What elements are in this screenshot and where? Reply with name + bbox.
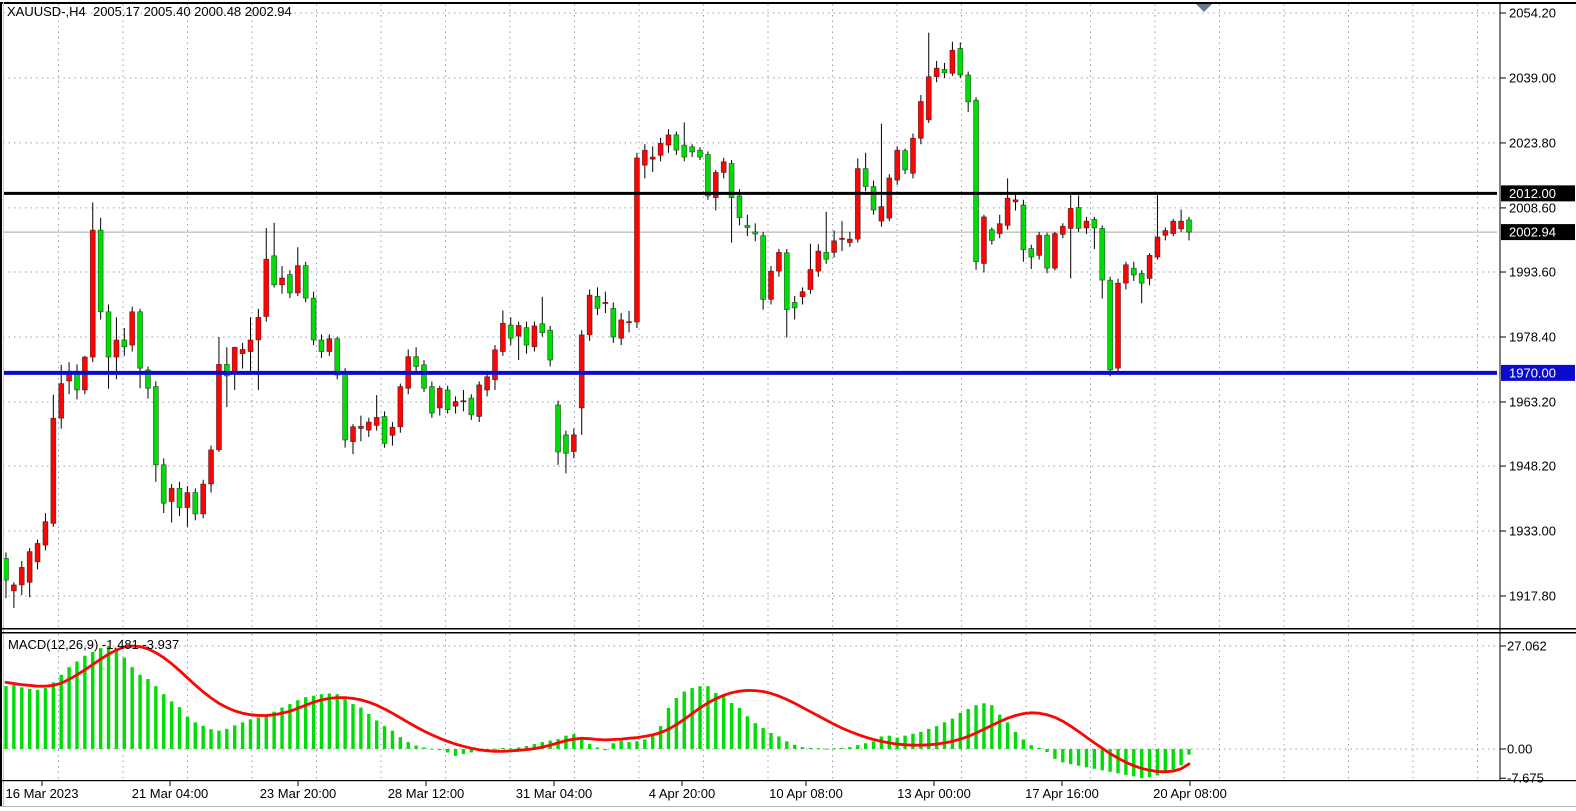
chart-shift-marker-icon	[1196, 4, 1212, 12]
grid-lines	[3, 4, 1497, 780]
price-tag-label: 2002.94	[1509, 225, 1556, 240]
macd-tick-label: 0.00	[1507, 742, 1532, 757]
candlesticks	[3, 32, 1192, 608]
macd-axis[interactable]: 27.062 0.00 -7.675	[1500, 638, 1547, 786]
time-tick-label: 31 Mar 04:00	[516, 786, 593, 801]
macd-histogram	[4, 646, 1191, 779]
price-axis[interactable]: 2054.20 2039.00 2023.80 2008.60 1993.60 1978.…	[1500, 6, 1575, 604]
price-tick-label: 1917.80	[1509, 589, 1556, 604]
time-tick-label: 28 Mar 12:00	[388, 786, 465, 801]
time-tick-label: 4 Apr 20:00	[649, 786, 716, 801]
price-tag	[1501, 364, 1575, 381]
macd-indicator-label: MACD(12,26,9) -1.481 -3.937	[8, 637, 180, 652]
price-tick-label: 1948.20	[1509, 459, 1556, 474]
price-tick-label: 1978.40	[1509, 329, 1556, 344]
price-tick-label: 2023.80	[1509, 135, 1556, 150]
price-tick-label: 2039.00	[1509, 70, 1556, 85]
time-tick-label: 10 Apr 08:00	[769, 786, 843, 801]
price-tag	[1501, 185, 1575, 202]
time-tick-label: 13 Apr 00:00	[897, 786, 971, 801]
price-tick-label: 2008.60	[1509, 200, 1556, 215]
time-tick-label: 16 Mar 2023	[6, 786, 79, 801]
time-tick-label: 20 Apr 08:00	[1153, 786, 1227, 801]
symbol-title: XAUUSD-,H4 2005.17 2005.40 2000.48 2002.…	[7, 4, 292, 19]
time-tick-label: 21 Mar 04:00	[132, 786, 209, 801]
macd-tick-label: -7.675	[1507, 771, 1544, 786]
time-tick-label: 23 Mar 20:00	[260, 786, 337, 801]
price-tag-label: 2012.00	[1509, 186, 1556, 201]
price-tick-label: 2054.20	[1509, 6, 1556, 21]
price-tag	[1501, 224, 1575, 241]
time-axis[interactable]: 16 Mar 2023 21 Mar 04:00 23 Mar 20:00 28 Ma…	[6, 780, 1227, 801]
price-tag-label: 1970.00	[1509, 365, 1556, 380]
price-tick-label: 1993.60	[1509, 265, 1556, 280]
macd-signal-line	[4, 644, 1191, 774]
price-tick-label: 1933.00	[1509, 524, 1556, 539]
macd-tick-label: 27.062	[1507, 638, 1547, 653]
time-tick-label: 17 Apr 16:00	[1025, 786, 1099, 801]
price-tick-label: 1963.20	[1509, 394, 1556, 409]
